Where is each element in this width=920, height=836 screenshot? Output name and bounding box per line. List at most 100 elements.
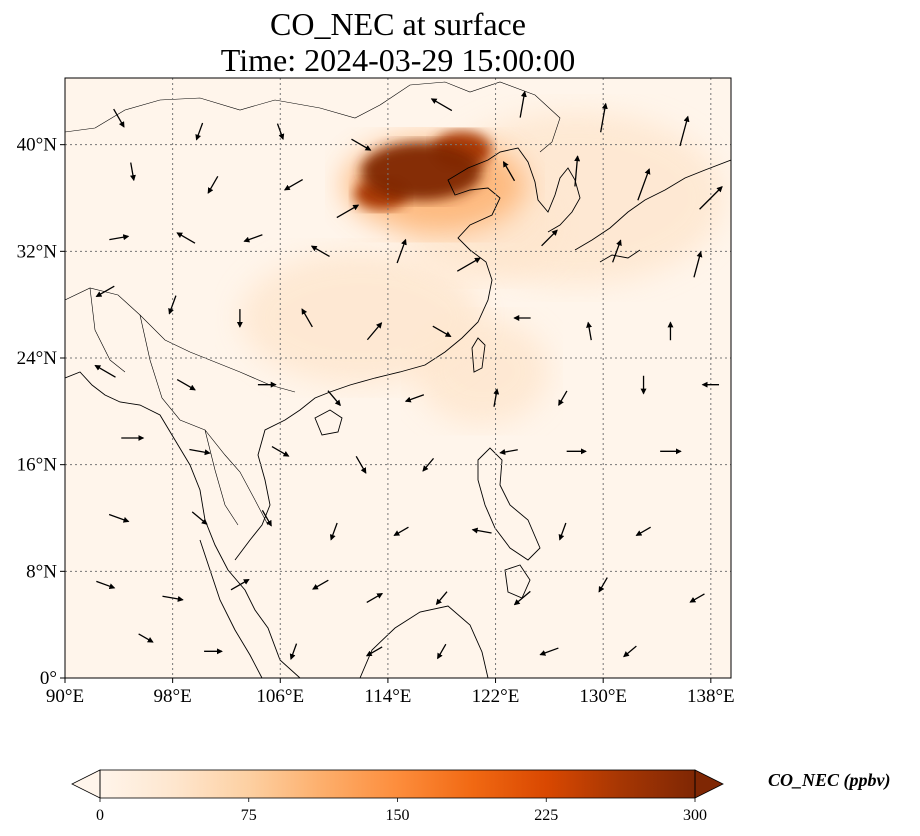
- wind-vector-arrow: [366, 322, 383, 341]
- wind-vector-arrow: [108, 513, 130, 523]
- wind-vector-arrow: [541, 229, 558, 247]
- wind-vector-arrow: [493, 388, 500, 407]
- colorbar-tick-label: 75: [241, 807, 257, 824]
- wind-vector-arrow: [396, 238, 407, 264]
- wind-vector-arrow: [336, 204, 360, 219]
- wind-vector-arrow: [94, 364, 116, 378]
- wind-vector-arrow: [598, 577, 608, 593]
- wind-vector-arrow: [586, 321, 593, 341]
- wind-vector-arrow: [693, 251, 703, 278]
- lat-tick-label: 0°: [40, 668, 57, 689]
- border-myanmar: [89, 287, 126, 373]
- wind-vector-arrow: [437, 643, 447, 660]
- colorbar-tick-label: 300: [683, 807, 707, 824]
- wind-vector-arrow: [207, 176, 219, 194]
- lon-tick-label: 138°E: [687, 686, 735, 707]
- coastline-hainan: [314, 409, 343, 436]
- wind-vectors: [94, 90, 723, 660]
- lon-tick-label: 122°E: [472, 686, 520, 707]
- lat-tick-label: 16°N: [17, 455, 58, 476]
- colorbar-gradient: [100, 770, 695, 798]
- lat-tick-label: 8°N: [26, 561, 57, 582]
- wind-vector-arrow: [623, 645, 637, 658]
- wind-vector-arrow: [432, 325, 452, 338]
- lat-tick-label: 40°N: [17, 135, 58, 156]
- wind-vector-arrow: [351, 138, 372, 151]
- coastlines: [65, 147, 731, 678]
- wind-vector-arrow: [96, 580, 116, 590]
- wind-vector-arrow: [435, 591, 448, 606]
- wind-vector-arrow: [513, 590, 531, 606]
- wind-vector-arrow: [95, 285, 115, 298]
- wind-vector-arrow: [366, 592, 384, 604]
- co-plume-region: [239, 251, 483, 385]
- wind-vector-arrow: [271, 445, 290, 457]
- colorbar-extend-max: [694, 769, 724, 799]
- wind-vector-arrow: [574, 155, 581, 187]
- coastline-malay-peninsula: [199, 539, 263, 678]
- wind-vector-arrow: [230, 578, 250, 591]
- wind-vector-arrow: [612, 239, 622, 263]
- wind-vector-arrow: [558, 522, 567, 541]
- coastline-korea-japan: [574, 159, 731, 263]
- wind-vector-arrow: [261, 509, 272, 527]
- wind-vector-arrow: [558, 390, 568, 406]
- wind-vector-arrow: [310, 245, 330, 258]
- colorbar-title: CO_NEC (ppbv): [768, 770, 891, 790]
- wind-vector-arrow: [243, 234, 263, 243]
- wind-vector-arrow: [499, 449, 518, 455]
- coastline-asia-mainland: [65, 147, 581, 678]
- wind-vector-arrow: [355, 456, 367, 474]
- colorbar-tick-label: 0: [96, 807, 104, 824]
- wind-vector-arrow: [519, 90, 527, 118]
- wind-vector-arrow: [422, 457, 435, 472]
- wind-vector-arrow: [635, 526, 651, 536]
- wind-vector-arrow: [456, 257, 481, 272]
- wind-vector-arrow: [600, 102, 608, 133]
- map-subtitle: Time: 2024-03-29 15:00:00: [220, 42, 576, 78]
- lon-tick-label: 114°E: [364, 686, 411, 707]
- lat-tick-label: 24°N: [17, 348, 58, 369]
- wind-vector-arrow: [168, 295, 177, 315]
- wind-vector-arrow: [162, 595, 184, 602]
- wind-vector-arrow: [637, 168, 651, 201]
- wind-vector-arrow: [430, 98, 453, 112]
- wind-vector-arrow: [679, 115, 690, 147]
- wind-vector-arrow: [138, 633, 154, 643]
- wind-vector-arrow: [329, 522, 338, 541]
- lon-tick-label: 130°E: [579, 686, 627, 707]
- wind-vector-arrow: [539, 647, 559, 656]
- wind-vector-arrow: [404, 394, 425, 403]
- wind-vector-arrow: [176, 232, 196, 244]
- coastline-philippines: [477, 447, 541, 599]
- wind-vector-arrow: [109, 234, 130, 241]
- wind-vector-arrow: [129, 162, 136, 182]
- wind-vector-arrow: [189, 448, 211, 456]
- colorbar-ticks: 0 75 150 225 300: [96, 798, 707, 824]
- colorbar-tick-label: 225: [534, 807, 558, 824]
- wind-vector-arrow: [393, 526, 409, 536]
- map-gridlines: [65, 78, 731, 678]
- wind-vector-arrow: [327, 390, 341, 407]
- wind-vector-arrow: [301, 308, 313, 328]
- wind-vector-arrow: [312, 579, 329, 590]
- wind-vector-arrow: [191, 511, 208, 525]
- co-plume-region: [361, 142, 483, 201]
- wind-vector-arrow: [283, 178, 303, 191]
- colorbar-tick-label: 150: [386, 807, 410, 824]
- colorbar-extend-min: [71, 769, 101, 799]
- wind-vector-arrow: [699, 186, 723, 210]
- wind-vector-arrow: [689, 593, 705, 603]
- lon-tick-label: 106°E: [256, 686, 304, 707]
- map-axis-ticks: 90°E 98°E 106°E 114°E 122°E 130°E 138°E 0° 8°N 16…: [17, 135, 735, 707]
- co-concentration-field: [239, 111, 725, 425]
- border-china-north: [65, 81, 561, 153]
- wind-vector-arrow: [176, 378, 196, 391]
- map-title: CO_NEC at surface: [270, 6, 526, 42]
- wind-vector-arrow: [195, 122, 204, 141]
- map-frame: [64, 77, 732, 679]
- lat-tick-label: 32°N: [17, 241, 58, 262]
- lon-tick-label: 98°E: [154, 686, 192, 707]
- wind-vector-arrow: [502, 160, 516, 182]
